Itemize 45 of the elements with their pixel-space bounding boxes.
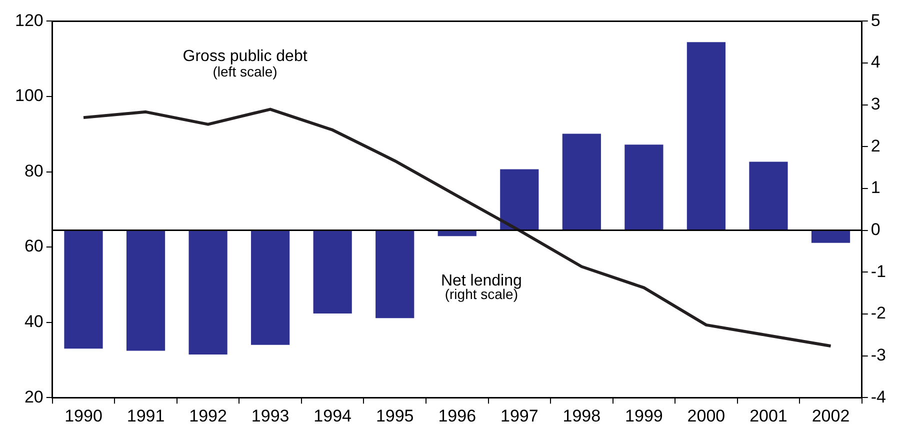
- y2-tick-label: -3: [870, 345, 886, 364]
- y-tick-label: 40: [24, 312, 44, 332]
- y2-tick-label: 2: [870, 136, 880, 156]
- x-tick-label: 1990: [64, 406, 102, 426]
- x-tick-label: 1991: [126, 406, 165, 426]
- x-tick-label: 2002: [812, 406, 850, 426]
- x-tick-label: 1994: [314, 406, 352, 426]
- bar: [438, 230, 476, 236]
- x-tick-label: 1995: [376, 406, 414, 426]
- annotation: (left scale): [212, 64, 278, 80]
- annotation: Net lending: [440, 272, 522, 290]
- y2-tick-label: 1: [870, 178, 880, 198]
- bar: [251, 230, 290, 345]
- x-tick-label: 1999: [625, 406, 663, 426]
- y2-tick-label: 0: [870, 220, 880, 239]
- bar: [500, 169, 539, 230]
- y-tick-label: 80: [24, 161, 44, 180]
- bar: [126, 230, 166, 351]
- bar: [313, 230, 352, 314]
- x-tick-label: 1993: [251, 406, 290, 426]
- x-tick-label: 1998: [562, 406, 601, 426]
- y-tick-label: 100: [14, 86, 44, 106]
- y2-tick-label: 3: [870, 94, 880, 114]
- x-tick-label: 2000: [687, 406, 726, 426]
- bar: [686, 42, 726, 230]
- y2-tick-label: -2: [870, 304, 886, 323]
- y2-tick-label: -1: [870, 262, 886, 281]
- bar: [64, 230, 103, 349]
- y2-tick-label: 4: [870, 52, 880, 72]
- bar: [811, 230, 850, 243]
- annotation: Gross public debt: [182, 48, 308, 65]
- x-tick-label: 2001: [750, 406, 788, 426]
- y-tick-label: 60: [24, 236, 44, 256]
- bar: [188, 230, 228, 355]
- bar: [376, 230, 414, 318]
- y-tick-label: 120: [14, 10, 44, 30]
- bar: [624, 144, 664, 230]
- x-tick-label: 1997: [500, 406, 538, 426]
- y2-tick-label: -4: [870, 387, 886, 406]
- y-tick-label: 20: [24, 387, 44, 406]
- bar: [562, 134, 601, 230]
- bar: [749, 162, 788, 230]
- x-tick-label: 1992: [189, 406, 227, 426]
- y2-tick-label: 5: [870, 10, 880, 30]
- x-tick-label: 1996: [438, 406, 476, 426]
